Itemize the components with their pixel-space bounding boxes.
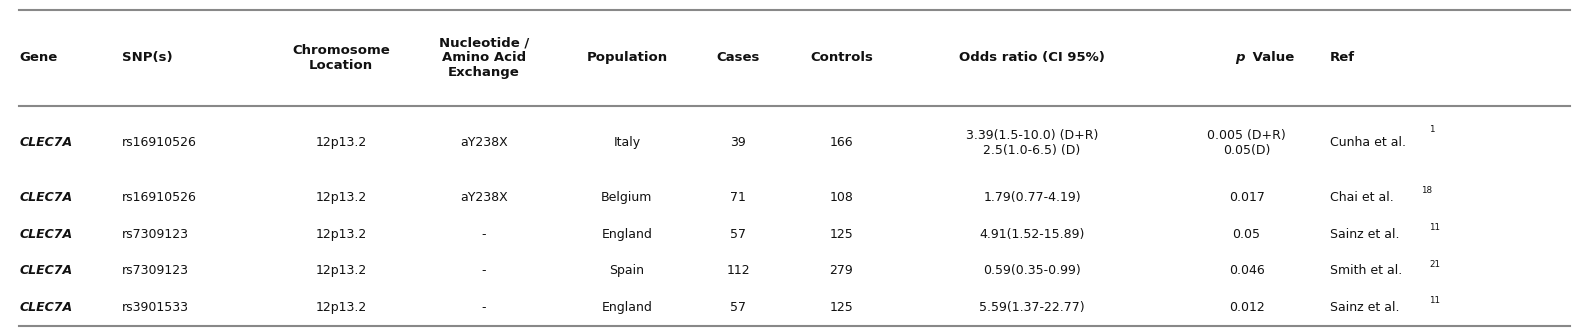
Text: 279: 279 xyxy=(829,264,853,278)
Text: 12p13.2: 12p13.2 xyxy=(315,264,367,278)
Text: 166: 166 xyxy=(829,136,853,149)
Text: 12p13.2: 12p13.2 xyxy=(315,228,367,241)
Text: p: p xyxy=(1236,51,1246,65)
Text: 108: 108 xyxy=(829,191,853,204)
Text: CLEC7A: CLEC7A xyxy=(19,301,72,314)
Text: rs16910526: rs16910526 xyxy=(122,191,197,204)
Text: aY238X: aY238X xyxy=(459,191,508,204)
Text: Odds ratio (CI 95%): Odds ratio (CI 95%) xyxy=(960,51,1104,65)
Text: Chai et al.: Chai et al. xyxy=(1330,191,1394,204)
Text: Value: Value xyxy=(1249,51,1295,65)
Text: rs7309123: rs7309123 xyxy=(122,264,189,278)
Text: 18: 18 xyxy=(1421,186,1432,196)
Text: 39: 39 xyxy=(731,136,745,149)
Text: -: - xyxy=(481,264,486,278)
Text: 21: 21 xyxy=(1429,260,1440,269)
Text: Ref: Ref xyxy=(1330,51,1355,65)
Text: Smith et al.: Smith et al. xyxy=(1330,264,1401,278)
Text: England: England xyxy=(601,301,653,314)
Text: 0.012: 0.012 xyxy=(1228,301,1265,314)
Text: 0.017: 0.017 xyxy=(1228,191,1265,204)
Text: aY238X: aY238X xyxy=(459,136,508,149)
Text: rs7309123: rs7309123 xyxy=(122,228,189,241)
Text: SNP(s): SNP(s) xyxy=(122,51,173,65)
Text: 12p13.2: 12p13.2 xyxy=(315,301,367,314)
Text: 125: 125 xyxy=(829,228,853,241)
Text: 125: 125 xyxy=(829,301,853,314)
Text: Cases: Cases xyxy=(717,51,760,65)
Text: 11: 11 xyxy=(1429,296,1440,305)
Text: 12p13.2: 12p13.2 xyxy=(315,136,367,149)
Text: 5.59(1.37-22.77): 5.59(1.37-22.77) xyxy=(979,301,1085,314)
Text: CLEC7A: CLEC7A xyxy=(19,136,72,149)
Text: England: England xyxy=(601,228,653,241)
Text: Sainz et al.: Sainz et al. xyxy=(1330,228,1400,241)
Text: 3.39(1.5-10.0) (D+R)
2.5(1.0-6.5) (D): 3.39(1.5-10.0) (D+R) 2.5(1.0-6.5) (D) xyxy=(966,128,1098,157)
Text: Gene: Gene xyxy=(19,51,57,65)
Text: Sainz et al.: Sainz et al. xyxy=(1330,301,1400,314)
Text: Belgium: Belgium xyxy=(601,191,653,204)
Text: 11: 11 xyxy=(1429,223,1440,232)
Text: 0.046: 0.046 xyxy=(1228,264,1265,278)
Text: 0.05: 0.05 xyxy=(1233,228,1260,241)
Text: 4.91(1.52-15.89): 4.91(1.52-15.89) xyxy=(979,228,1085,241)
Text: rs16910526: rs16910526 xyxy=(122,136,197,149)
Text: -: - xyxy=(481,228,486,241)
Text: Controls: Controls xyxy=(810,51,872,65)
Text: Cunha et al.: Cunha et al. xyxy=(1330,136,1406,149)
Text: 57: 57 xyxy=(729,301,747,314)
Text: CLEC7A: CLEC7A xyxy=(19,191,72,204)
Text: 0.59(0.35-0.99): 0.59(0.35-0.99) xyxy=(984,264,1081,278)
Text: Spain: Spain xyxy=(609,264,645,278)
Text: Italy: Italy xyxy=(613,136,640,149)
Text: 71: 71 xyxy=(731,191,745,204)
Text: Population: Population xyxy=(586,51,667,65)
Text: 1.79(0.77-4.19): 1.79(0.77-4.19) xyxy=(984,191,1081,204)
Text: 12p13.2: 12p13.2 xyxy=(315,191,367,204)
Text: Chromosome
Location: Chromosome Location xyxy=(292,44,389,72)
Text: 1: 1 xyxy=(1429,125,1435,134)
Text: 57: 57 xyxy=(729,228,747,241)
Text: Nucleotide /
Amino Acid
Exchange: Nucleotide / Amino Acid Exchange xyxy=(439,37,529,79)
Text: 112: 112 xyxy=(726,264,750,278)
Text: CLEC7A: CLEC7A xyxy=(19,264,72,278)
Text: 0.005 (D+R)
0.05(D): 0.005 (D+R) 0.05(D) xyxy=(1208,128,1286,157)
Text: -: - xyxy=(481,301,486,314)
Text: rs3901533: rs3901533 xyxy=(122,301,189,314)
Text: CLEC7A: CLEC7A xyxy=(19,228,72,241)
